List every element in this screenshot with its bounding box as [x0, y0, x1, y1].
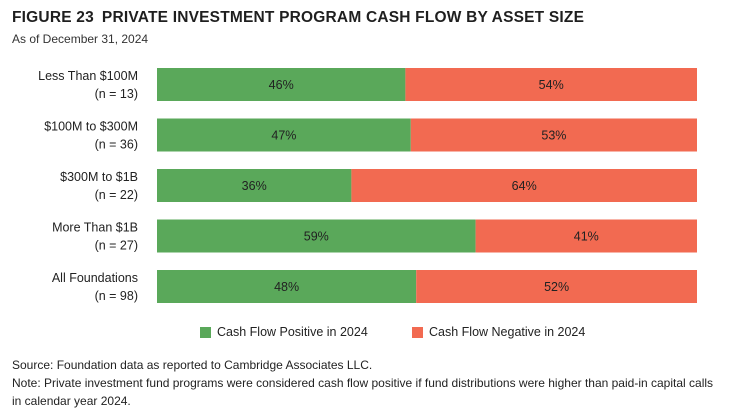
category-count-label: (n = 22): [95, 188, 138, 202]
data-label-negative: 53%: [541, 129, 566, 143]
figure-subtitle: As of December 31, 2024: [12, 32, 149, 46]
category-label: Less Than $100M: [38, 69, 138, 83]
explanatory-note: Note: Private investment fund programs w…: [12, 376, 714, 408]
category-label: All Foundations: [52, 271, 138, 285]
category-label: $100M to $300M: [44, 120, 138, 134]
stacked-bar-chart: Less Than $100M (n = 13) 46% 54% $100M to $3…: [38, 68, 697, 303]
bar-negative: [405, 68, 697, 101]
footnotes: Source: Foundation data as reported to C…: [12, 356, 724, 410]
bar-negative: [416, 270, 697, 303]
bar-positive: [157, 118, 411, 152]
data-label-negative: 52%: [544, 280, 569, 294]
category-label: $300M to $1B: [60, 170, 138, 184]
bar-positive: [157, 68, 406, 101]
data-label-negative: 64%: [512, 179, 537, 193]
figure-title: FIGURE 23 PRIVATE INVESTMENT PROGRAM CASH…: [12, 9, 584, 27]
data-label-positive: 36%: [242, 179, 267, 193]
legend-label-negative: Cash Flow Negative in 2024: [429, 325, 586, 339]
figure-number: FIGURE 23: [12, 9, 94, 26]
data-label-positive: 47%: [271, 129, 296, 143]
bar-positive: [157, 270, 417, 303]
category-count-label: (n = 27): [95, 239, 138, 253]
legend-item-positive: Cash Flow Positive in 2024: [200, 325, 368, 339]
legend-label-positive: Cash Flow Positive in 2024: [217, 325, 368, 339]
data-label-positive: 48%: [274, 280, 299, 294]
data-label-negative: 54%: [539, 78, 564, 92]
data-label-positive: 59%: [304, 230, 329, 244]
legend-swatch-negative: [412, 326, 423, 338]
figure-title-text: PRIVATE INVESTMENT PROGRAM CASH FLOW BY …: [101, 9, 585, 26]
bar-negative: [351, 169, 697, 202]
bar-negative: [410, 118, 697, 152]
category-label: More Than $1B: [52, 221, 138, 235]
data-label-positive: 46%: [269, 78, 294, 92]
category-count-label: (n = 98): [95, 289, 138, 303]
bar-positive: [157, 169, 352, 202]
category-count-label: (n = 36): [95, 138, 138, 152]
bar-positive: [157, 219, 476, 253]
legend-item-negative: Cash Flow Negative in 2024: [412, 325, 585, 339]
data-label-negative: 41%: [574, 230, 599, 244]
source-note: Source: Foundation data as reported to C…: [12, 358, 373, 372]
bar-negative: [475, 219, 697, 253]
category-count-label: (n = 13): [95, 87, 138, 101]
legend-swatch-positive: [200, 326, 211, 338]
